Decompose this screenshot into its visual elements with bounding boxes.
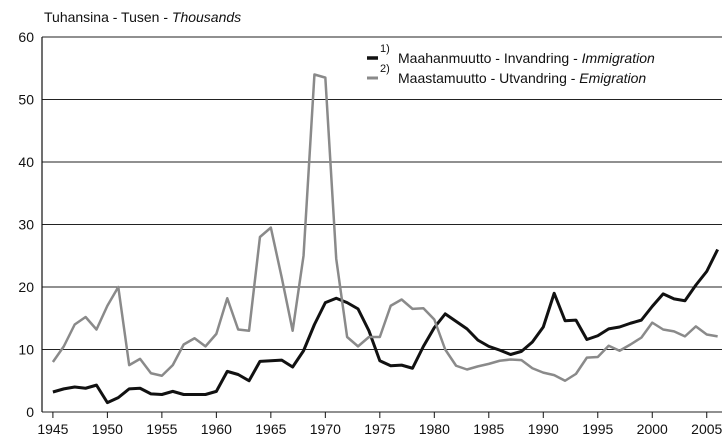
x-tick-label: 1990 [528,421,559,437]
y-tick-label: 0 [26,404,34,420]
x-tick-label: 1965 [255,421,286,437]
x-tick-label: 1995 [582,421,613,437]
y-tick-label: 40 [18,154,34,170]
series-line [52,248,719,405]
y-tick-label: 20 [18,279,34,295]
x-tick-label: 1960 [201,421,232,437]
x-tick-label: 1955 [146,421,177,437]
legend-name-italic: Emigration [579,70,646,86]
x-tick-label: 1950 [92,421,123,437]
chart-title: Tuhansina - Tusen - Thousands [44,9,241,25]
x-tick-label: 2005 [691,421,722,437]
x-tick-label: 1945 [37,421,68,437]
x-tick-label: 1975 [364,421,395,437]
x-tick-label: 1985 [473,421,504,437]
legend-label: Maastamuutto - Utvandring - Emigration [398,70,646,86]
y-tick-label: 10 [18,342,34,358]
y-tick-label: 50 [18,92,34,108]
legend-name: Maastamuutto - Utvandring - [398,70,579,86]
y-tick-label: 60 [18,29,34,45]
legend-name: Maahanmuutto - Invandring - [398,50,582,66]
series-line [51,73,718,382]
x-tick-label: 1980 [419,421,450,437]
legend-note: 1) [380,43,390,55]
x-tick-label: 1970 [310,421,341,437]
y-tick-label: 30 [18,217,34,233]
legend-label: Maahanmuutto - Invandring - Immigration [398,50,655,66]
legend-note: 2) [380,63,390,75]
legend-name-italic: Immigration [582,50,655,66]
x-tick-label: 2000 [637,421,668,437]
title-italic: Thousands [172,9,241,25]
title: Tuhansina - Tusen - [44,9,172,25]
